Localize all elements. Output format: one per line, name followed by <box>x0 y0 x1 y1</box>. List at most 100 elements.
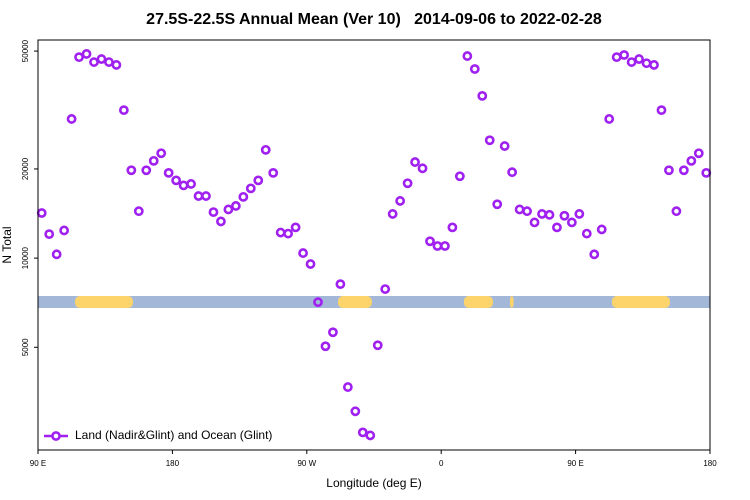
data-point <box>320 341 331 352</box>
data-point <box>372 340 383 351</box>
data-point <box>641 58 652 69</box>
data-point <box>462 51 473 61</box>
data-point <box>507 167 518 178</box>
y-tick-label: 5000 <box>21 338 30 356</box>
data-point <box>425 236 435 247</box>
data-point <box>216 216 226 227</box>
data-point <box>552 222 562 233</box>
data-point <box>656 105 667 116</box>
data-point <box>559 210 570 221</box>
x-tick-label: 180 <box>703 459 717 468</box>
data-point <box>440 241 450 251</box>
data-point <box>141 165 152 176</box>
data-point <box>208 207 219 218</box>
data-point <box>686 155 697 166</box>
data-point <box>678 165 689 176</box>
data-point <box>664 165 674 176</box>
data-point <box>342 382 353 392</box>
data-point <box>328 327 338 338</box>
data-point <box>305 259 316 269</box>
data-point <box>44 229 55 240</box>
data-point <box>619 50 630 60</box>
data-point <box>156 148 167 159</box>
data-point <box>275 227 286 238</box>
land-segment <box>75 296 133 308</box>
data-point <box>178 180 189 191</box>
data-point <box>634 54 644 64</box>
data-point <box>499 141 510 151</box>
x-tick-label: 90 E <box>30 459 46 468</box>
x-tick-label: 90 E <box>567 459 583 468</box>
data-point <box>544 209 555 220</box>
data-point <box>66 114 77 124</box>
data-point <box>283 228 294 239</box>
data-point <box>253 175 264 186</box>
data-point <box>604 114 615 124</box>
data-point <box>417 163 428 174</box>
data-point <box>111 60 122 70</box>
plot-frame <box>37 39 711 451</box>
data-point <box>432 241 443 251</box>
data-point <box>693 148 704 159</box>
legend-label: Land (Nadir&Glint) and Ocean (Glint) <box>75 428 272 442</box>
x-axis-label: Longitude (deg E) <box>326 476 421 490</box>
data-point <box>193 191 204 201</box>
plot-marks <box>36 49 712 441</box>
data-point <box>611 52 622 63</box>
data-point <box>514 204 525 215</box>
y-axis-label: N Total <box>0 226 14 263</box>
data-point <box>118 105 129 116</box>
data-point <box>104 57 114 67</box>
data-point <box>335 279 346 290</box>
data-point <box>126 165 137 176</box>
land-segment <box>338 296 372 308</box>
data-point <box>298 248 308 258</box>
ticks: 90 E 180 90 W 0 90 E 180 5000 10000 20000 50000 <box>21 39 717 468</box>
x-tick-label: 90 W <box>297 459 316 468</box>
data-point <box>469 64 480 74</box>
chart-title: 27.5S-22.5S Annual Mean (Ver 10) 2014-09… <box>146 11 602 28</box>
data-point <box>701 167 712 178</box>
land-segment <box>611 296 670 308</box>
land-ocean-band <box>38 296 710 308</box>
data-point <box>649 60 659 70</box>
data-point <box>529 217 540 228</box>
data-point <box>350 406 361 417</box>
data-point <box>201 191 211 201</box>
data-point <box>574 209 585 219</box>
data-point <box>484 135 495 146</box>
data-point <box>96 54 107 64</box>
data-point <box>566 217 577 228</box>
data-point <box>133 206 144 217</box>
data-point <box>59 225 70 236</box>
data-point <box>148 155 159 166</box>
data-point <box>268 167 279 178</box>
ocean-band <box>38 296 710 308</box>
data-point <box>410 157 420 167</box>
data-point <box>74 52 84 63</box>
data-point <box>171 175 182 186</box>
data-point <box>537 209 547 219</box>
data-point <box>245 183 256 194</box>
data-point <box>671 206 682 217</box>
data-point <box>589 249 600 260</box>
data-point <box>447 222 458 233</box>
data-point <box>402 178 413 189</box>
data-point <box>477 90 488 101</box>
land-segment <box>509 296 514 308</box>
data-point <box>230 201 241 211</box>
data-point <box>313 297 323 308</box>
data-point <box>186 179 196 189</box>
y-tick-label: 20000 <box>21 157 30 180</box>
data-point <box>238 191 249 202</box>
data-point <box>581 228 592 239</box>
legend: Land (Nadir&Glint) and Ocean (Glint) <box>44 428 272 442</box>
data-point <box>89 57 99 67</box>
data-point <box>522 206 532 217</box>
legend-marker <box>51 431 61 441</box>
data-point <box>36 208 47 218</box>
y-tick-label: 10000 <box>21 246 30 269</box>
data-point <box>395 196 406 206</box>
land-segment <box>463 296 494 308</box>
